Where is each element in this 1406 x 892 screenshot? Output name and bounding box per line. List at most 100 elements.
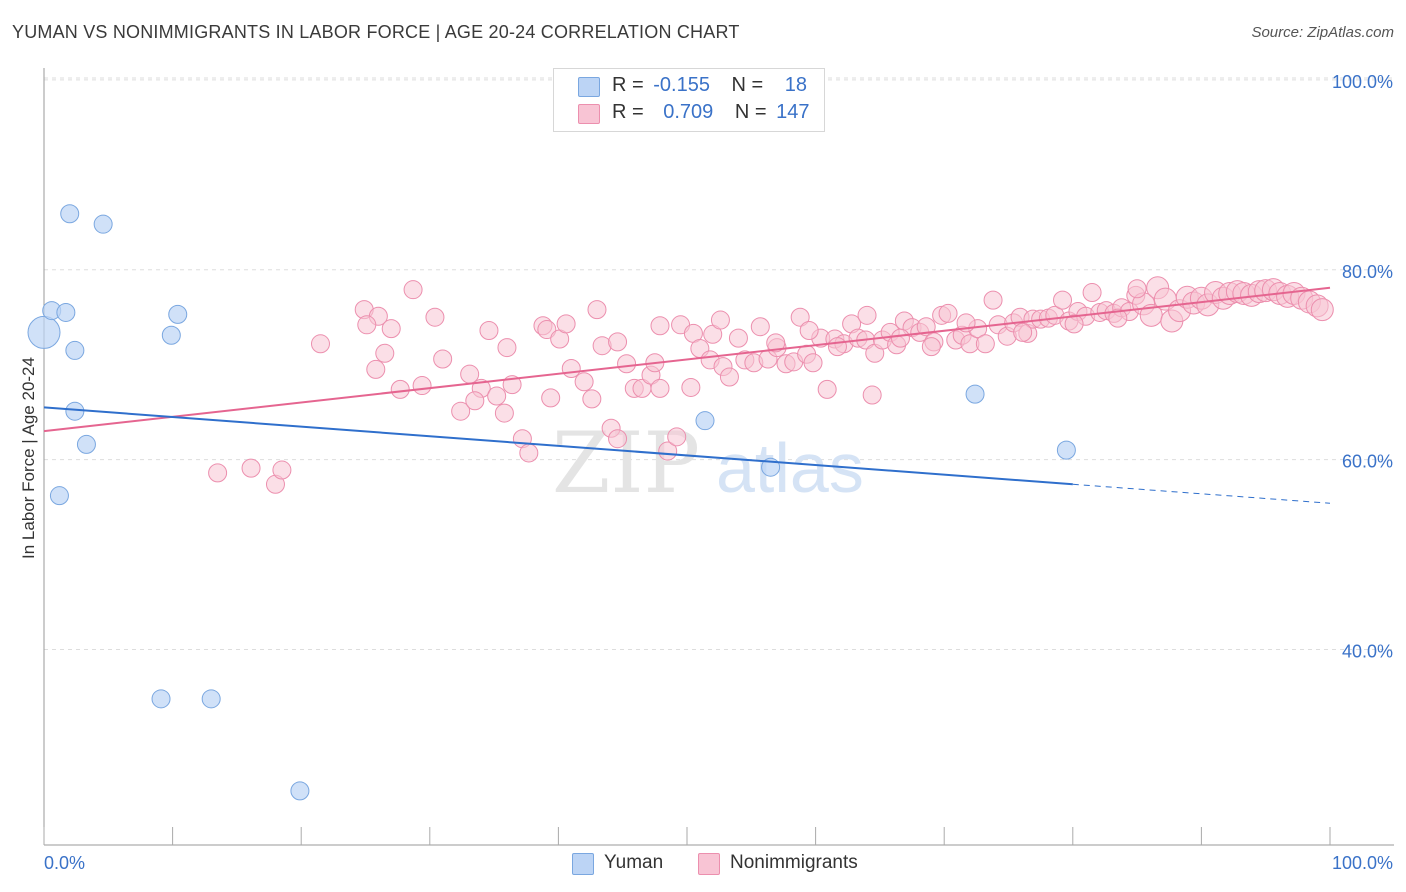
yuman-point bbox=[49, 486, 69, 506]
nonimmigrants-legend-swatch bbox=[698, 853, 720, 875]
nonimmigrants-point bbox=[916, 317, 936, 337]
yuman-point bbox=[290, 781, 310, 801]
nonimmigrants-point bbox=[487, 386, 507, 406]
nonimmigrants-point bbox=[983, 290, 1003, 310]
watermark-atlas: atlas bbox=[716, 429, 864, 507]
nonimmigrants-r-value: 0.709 bbox=[663, 101, 714, 123]
yuman-point bbox=[93, 214, 113, 234]
nonimmigrants-point bbox=[890, 328, 910, 348]
nonimmigrants-point bbox=[938, 303, 958, 323]
nonimmigrants-point bbox=[827, 337, 847, 357]
nonimmigrants-point bbox=[719, 367, 739, 387]
nonimmigrants-point bbox=[608, 429, 628, 449]
nonimmigrants-point bbox=[750, 317, 770, 337]
nonimmigrants-n-value: 147 bbox=[776, 101, 810, 123]
nonimmigrants-point bbox=[556, 314, 576, 334]
nonimmigrants-point bbox=[710, 310, 730, 330]
nonimmigrants-trend-line bbox=[43, 286, 1331, 433]
nonimmigrants-point bbox=[650, 316, 670, 336]
stats-legend: R = -0.155 N = 18 R = 0.709 N = 147 bbox=[553, 68, 825, 132]
source-label: Source: ZipAtlas.com bbox=[1251, 24, 1394, 41]
yuman-point bbox=[65, 401, 85, 421]
nonimmigrants-point bbox=[497, 338, 517, 358]
yuman-trend-extension bbox=[1072, 483, 1331, 504]
nonimmigrants-point bbox=[857, 305, 877, 325]
nonimmigrants-point bbox=[561, 358, 581, 378]
nonimmigrants-point bbox=[381, 319, 401, 339]
nonimmigrants-point bbox=[1310, 298, 1334, 322]
nonimmigrants-point bbox=[1064, 314, 1084, 334]
nonimmigrants-point bbox=[667, 427, 687, 447]
y-axis-label: In Labor Force | Age 20-24 bbox=[19, 357, 38, 559]
nonimmigrants-point bbox=[465, 391, 485, 411]
nonimmigrants-point bbox=[1013, 322, 1033, 342]
nonimmigrants-point bbox=[403, 280, 423, 300]
nonimmigrants-point bbox=[310, 334, 330, 354]
tick-labels: 100.0% 80.0% 60.0% 40.0% 0.0% 100.0% bbox=[44, 72, 1393, 873]
yuman-legend-swatch bbox=[572, 853, 594, 875]
nonimmigrants-point bbox=[537, 320, 557, 340]
chart-title: YUMAN VS NONIMMIGRANTS IN LABOR FORCE | … bbox=[12, 22, 740, 42]
nonimmigrants-point bbox=[921, 337, 941, 357]
x-tick-label: 0.0% bbox=[44, 853, 85, 873]
nonimmigrants-point bbox=[541, 388, 561, 408]
yuman-swatch bbox=[578, 77, 600, 97]
nonimmigrants-point bbox=[587, 300, 607, 320]
yuman-point bbox=[168, 304, 188, 324]
nonimmigrants-point bbox=[617, 354, 637, 374]
nonimmigrants-point bbox=[803, 353, 823, 373]
yuman-point bbox=[56, 302, 76, 322]
nonimmigrants-point bbox=[375, 343, 395, 363]
yuman-legend-label: Yuman bbox=[604, 852, 664, 873]
yuman-r-value: -0.155 bbox=[653, 74, 710, 96]
y-tick-label: 100.0% bbox=[1332, 72, 1393, 92]
nonimmigrants-point bbox=[582, 389, 602, 409]
nonimmigrants-point bbox=[817, 379, 837, 399]
r-label: R = bbox=[612, 74, 644, 96]
nonimmigrants-point bbox=[1053, 290, 1073, 310]
nonimmigrants-point bbox=[766, 333, 786, 353]
y-tick-label: 80.0% bbox=[1342, 262, 1393, 282]
nonimmigrants-point bbox=[451, 401, 471, 421]
nonimmigrants-point bbox=[357, 315, 377, 335]
yuman-point bbox=[60, 204, 80, 224]
yuman-n-value: 18 bbox=[784, 74, 808, 96]
nonimmigrants-point bbox=[658, 441, 678, 461]
nonimmigrants-point bbox=[1108, 308, 1128, 328]
nonimmigrants-point bbox=[1127, 279, 1147, 299]
yuman-point bbox=[201, 689, 221, 709]
nonimmigrants-point bbox=[519, 443, 539, 463]
nonimmigrants-point bbox=[681, 377, 701, 397]
nonimmigrants-point bbox=[479, 321, 499, 341]
nonimmigrants-point bbox=[366, 359, 386, 379]
yuman-point bbox=[1056, 440, 1076, 460]
nonimmigrants-point bbox=[208, 463, 228, 483]
y-tick-label: 40.0% bbox=[1342, 641, 1393, 661]
yuman-point bbox=[151, 689, 171, 709]
nonimmigrants-point bbox=[862, 385, 882, 405]
nonimmigrants-point bbox=[574, 372, 594, 392]
nonimmigrants-swatch bbox=[578, 104, 600, 124]
nonimmigrants-point bbox=[390, 379, 410, 399]
x-tick-label: 100.0% bbox=[1332, 853, 1393, 873]
nonimmigrants-point bbox=[494, 403, 514, 423]
nonimmigrants-point bbox=[608, 332, 628, 352]
yuman-point bbox=[76, 434, 96, 454]
nonimmigrants-legend-label: Nonimmigrants bbox=[730, 852, 858, 873]
yuman-trend-line bbox=[43, 406, 1073, 486]
nonimmigrants-point bbox=[433, 349, 453, 369]
nonimmigrants-point bbox=[272, 460, 292, 480]
nonimmigrants-point bbox=[728, 328, 748, 348]
yuman-point bbox=[695, 411, 715, 431]
nonimmigrants-point bbox=[460, 364, 480, 384]
n-label: N = bbox=[734, 101, 767, 123]
trend-lines bbox=[43, 286, 1331, 504]
yuman-point bbox=[161, 325, 181, 345]
axes bbox=[43, 68, 1394, 846]
yuman-point bbox=[65, 340, 85, 360]
nonimmigrants-point bbox=[799, 321, 819, 341]
nonimmigrants-point bbox=[425, 307, 445, 327]
n-label: N = bbox=[731, 74, 764, 96]
y-tick-label: 60.0% bbox=[1342, 452, 1393, 472]
